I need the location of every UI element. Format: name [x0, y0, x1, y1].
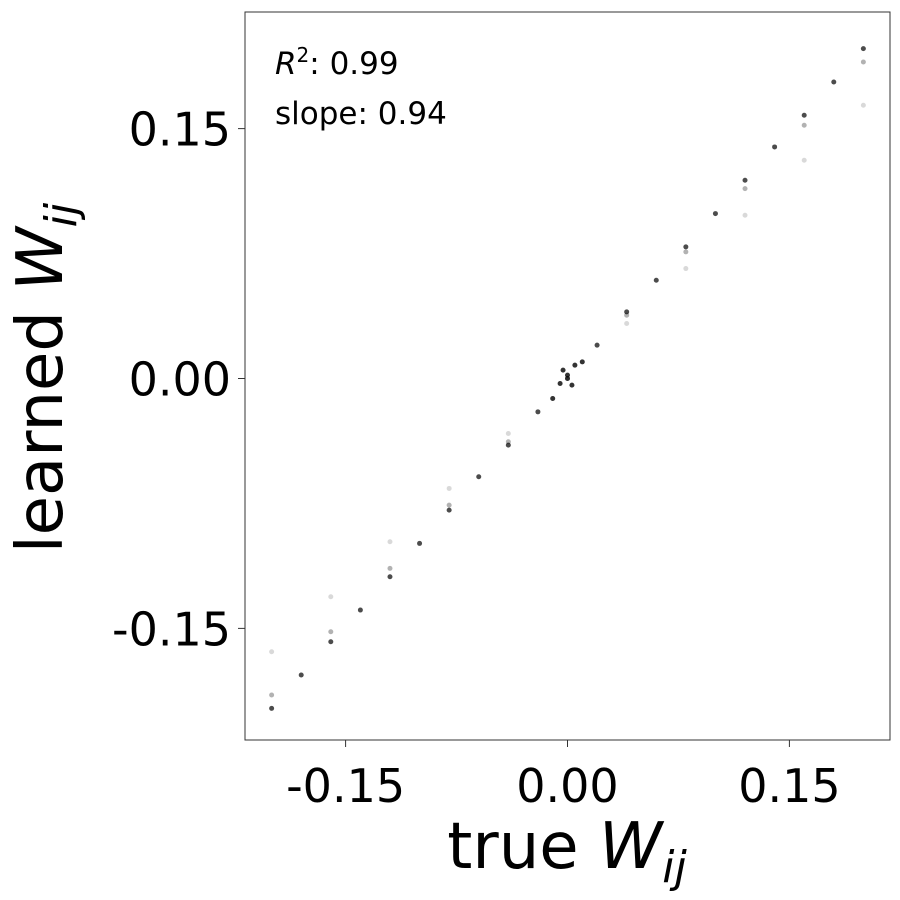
scatter-point — [446, 502, 452, 508]
scatter-point — [387, 574, 393, 580]
scatter-point — [505, 439, 511, 445]
scatter-point — [742, 212, 748, 218]
x-label-text: true — [447, 810, 599, 884]
scatter-point — [535, 409, 541, 415]
scatter-point — [712, 211, 718, 217]
scatter-point — [624, 321, 630, 327]
x-tick-label: 0.00 — [516, 759, 618, 813]
scatter-point — [683, 249, 689, 255]
scatter-point — [801, 112, 807, 118]
y-label-subscript: ij — [36, 202, 87, 227]
scatter-point — [572, 362, 578, 368]
scatter-point — [579, 359, 585, 365]
scatter-point — [860, 102, 866, 108]
scatter-point — [505, 442, 511, 448]
scatter-point — [772, 144, 778, 150]
scatter-point — [860, 46, 866, 52]
scatter-point — [653, 277, 659, 283]
scatter-point — [269, 705, 275, 711]
r2-value: : 0.99 — [309, 46, 398, 82]
scatter-point — [387, 539, 393, 545]
scatter-point — [357, 607, 363, 613]
x-axis-label: true Wij — [447, 810, 687, 893]
scatter-point — [298, 672, 304, 678]
y-tick-label: 0.15 — [129, 103, 231, 157]
scatter-point — [476, 474, 482, 480]
scatter-point — [328, 639, 334, 645]
scatter-point — [742, 186, 748, 192]
scatter-point — [569, 382, 575, 388]
x-label-symbol: W — [599, 810, 665, 884]
r2-symbol: R — [275, 46, 297, 82]
scatter-point — [269, 649, 275, 655]
y-label-text: learned — [4, 291, 78, 553]
scatter-point — [446, 507, 452, 513]
scatter-point — [624, 309, 630, 315]
x-tick-label: 0.15 — [738, 759, 840, 813]
scatter-point — [557, 380, 563, 386]
scatter-point — [550, 395, 556, 401]
x-tick-label: -0.15 — [286, 759, 405, 813]
r2-annotation: R2: 0.99 — [275, 43, 399, 82]
scatter-point — [801, 122, 807, 128]
y-tick-label: 0.00 — [129, 352, 231, 406]
scatter-point — [387, 565, 393, 571]
scatter-point — [801, 157, 807, 163]
scatter-point — [446, 485, 452, 491]
scatter-point — [505, 430, 511, 436]
scatter-point — [328, 594, 334, 600]
x-label-subscript: ij — [662, 842, 687, 893]
y-axis-label: learned Wij — [4, 202, 87, 553]
scatter-point — [560, 367, 566, 373]
scatter-point — [742, 177, 748, 183]
y-tick-label: -0.15 — [112, 602, 231, 656]
y-label-symbol: W — [4, 225, 78, 291]
scatter-point — [624, 312, 630, 318]
scatter-point — [328, 629, 334, 635]
r2-exponent: 2 — [297, 43, 310, 67]
slope-annotation: slope: 0.94 — [275, 96, 447, 132]
scatter-point — [683, 244, 689, 250]
scatter-point — [269, 692, 275, 698]
scatter-point — [417, 540, 423, 546]
scatter-point — [565, 372, 570, 378]
scatter-point — [683, 266, 689, 272]
scatter-point — [831, 79, 837, 85]
scatter-point — [594, 342, 600, 348]
scatter-point — [860, 59, 866, 65]
